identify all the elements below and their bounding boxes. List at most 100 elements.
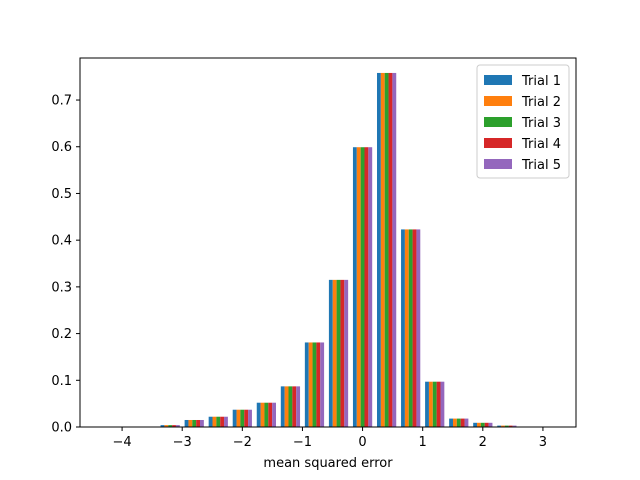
bar-trial-3-bin-16 xyxy=(480,422,485,427)
bar-trial-1-bin-6 xyxy=(232,409,237,427)
legend-label-trial-1: Trial 1 xyxy=(521,74,561,89)
legend-label-trial-2: Trial 2 xyxy=(521,95,561,110)
bar-trial-5-bin-15 xyxy=(464,418,469,427)
bar-trial-3-bin-12 xyxy=(384,72,389,427)
bar-trial-2-bin-4 xyxy=(188,419,193,427)
bar-trial-1-bin-10 xyxy=(328,279,333,427)
bar-trial-5-bin-11 xyxy=(368,147,373,427)
bar-trial-2-bin-3 xyxy=(164,425,169,427)
bar-trial-1-bin-13 xyxy=(401,229,405,427)
bar-trial-4-bin-8 xyxy=(292,386,297,427)
legend-swatch-trial-5 xyxy=(484,159,512,169)
bar-trial-4-bin-6 xyxy=(244,409,249,427)
legend-swatch-trial-1 xyxy=(484,75,512,85)
bar-trial-3-bin-11 xyxy=(360,147,365,427)
legend-label-trial-5: Trial 5 xyxy=(521,158,561,173)
bar-trial-4-bin-10 xyxy=(340,279,345,427)
bar-trial-3-bin-15 xyxy=(456,418,461,427)
bar-trial-3-bin-7 xyxy=(264,402,269,427)
y-tick-label: 0.2 xyxy=(51,327,72,342)
legend-swatch-trial-2 xyxy=(484,96,512,106)
bar-trial-2-bin-17 xyxy=(501,425,505,427)
bar-trial-3-bin-6 xyxy=(240,409,245,427)
legend-label-trial-3: Trial 3 xyxy=(521,116,561,131)
bar-trial-2-bin-9 xyxy=(308,342,313,427)
bar-trial-3-bin-5 xyxy=(216,416,221,427)
bar-trial-1-bin-17 xyxy=(497,425,502,427)
bar-trial-2-bin-7 xyxy=(260,402,265,427)
y-tick-label: 0.0 xyxy=(51,421,72,436)
bar-trial-5-bin-16 xyxy=(488,422,493,427)
bar-trial-2-bin-14 xyxy=(428,381,433,427)
bar-trial-4-bin-4 xyxy=(196,419,201,427)
bar-trial-2-bin-16 xyxy=(477,422,481,427)
bar-trial-2-bin-11 xyxy=(356,147,361,427)
bar-trial-2-bin-13 xyxy=(404,229,409,427)
bar-trial-5-bin-8 xyxy=(296,386,301,427)
x-tick-label: −1 xyxy=(293,435,312,450)
bar-trial-5-bin-5 xyxy=(224,416,228,427)
bar-trial-3-bin-9 xyxy=(312,342,317,427)
bar-trial-2-bin-8 xyxy=(284,386,289,427)
legend: Trial 1 Trial 2 Trial 3 Trial 4 Trial 5 xyxy=(476,64,570,179)
y-tick-label: 0.7 xyxy=(51,94,72,109)
bar-trial-5-bin-3 xyxy=(175,425,180,427)
bar-trial-3-bin-4 xyxy=(192,419,197,427)
bar-trial-2-bin-15 xyxy=(452,418,457,427)
bar-trial-4-bin-5 xyxy=(220,416,225,427)
bar-trial-4-bin-16 xyxy=(484,422,489,427)
y-tick-label: 0.1 xyxy=(51,374,72,389)
legend-swatch-trial-3 xyxy=(484,117,512,127)
x-tick-label: 2 xyxy=(479,435,487,450)
bar-trial-4-bin-7 xyxy=(268,402,273,427)
bar-trial-5-bin-6 xyxy=(248,409,252,427)
bar-trial-5-bin-13 xyxy=(416,229,421,427)
bar-trial-1-bin-12 xyxy=(376,72,381,427)
legend-box xyxy=(476,64,570,179)
bar-trial-4-bin-15 xyxy=(460,418,465,427)
bar-trial-4-bin-12 xyxy=(388,72,393,427)
bar-trial-1-bin-14 xyxy=(425,381,429,427)
bar-trial-1-bin-4 xyxy=(184,419,189,427)
bars-group xyxy=(88,72,565,427)
bar-trial-4-bin-9 xyxy=(316,342,321,427)
y-tick-label: 0.4 xyxy=(51,234,72,249)
legend-label-trial-4: Trial 4 xyxy=(521,137,561,152)
plot-frame xyxy=(79,57,577,428)
x-axis-label: mean squared error xyxy=(263,456,393,471)
bar-trial-3-bin-14 xyxy=(432,381,437,427)
bar-trial-5-bin-17 xyxy=(512,425,517,427)
bar-trial-3-bin-10 xyxy=(336,279,341,427)
bar-trial-1-bin-11 xyxy=(352,147,357,427)
bar-trial-5-bin-10 xyxy=(344,279,349,427)
bar-trial-1-bin-9 xyxy=(304,342,309,427)
bar-trial-4-bin-13 xyxy=(412,229,417,427)
bar-trial-4-bin-11 xyxy=(364,147,369,427)
bar-trial-4-bin-3 xyxy=(172,425,176,427)
x-tick-label: −3 xyxy=(173,435,192,450)
bar-trial-1-bin-16 xyxy=(473,422,478,427)
x-tick-label: −2 xyxy=(233,435,252,450)
x-tick-label: 1 xyxy=(419,435,427,450)
bar-trial-1-bin-5 xyxy=(208,416,213,427)
bar-trial-5-bin-12 xyxy=(392,72,397,427)
bar-trial-3-bin-3 xyxy=(168,425,173,427)
bar-trial-2-bin-6 xyxy=(236,409,241,427)
legend-swatch-trial-4 xyxy=(484,138,512,148)
bar-trial-2-bin-10 xyxy=(332,279,337,427)
bar-trial-4-bin-17 xyxy=(508,425,513,427)
bar-trial-2-bin-12 xyxy=(380,72,385,427)
x-tick-label: −4 xyxy=(112,435,131,450)
bar-trial-3-bin-13 xyxy=(408,229,413,427)
y-axis: 0.0 0.1 0.2 0.3 0.4 0.5 0.6 0.7 xyxy=(51,94,80,436)
bar-trial-5-bin-9 xyxy=(320,342,325,427)
bar-trial-5-bin-14 xyxy=(440,381,445,427)
bar-trial-4-bin-14 xyxy=(436,381,441,427)
bar-trial-1-bin-7 xyxy=(256,402,261,427)
bar-trial-3-bin-17 xyxy=(504,425,509,427)
bar-trial-1-bin-3 xyxy=(160,425,165,427)
bar-trial-1-bin-8 xyxy=(280,386,285,427)
y-tick-label: 0.3 xyxy=(51,280,72,295)
bar-trial-2-bin-5 xyxy=(212,416,217,427)
